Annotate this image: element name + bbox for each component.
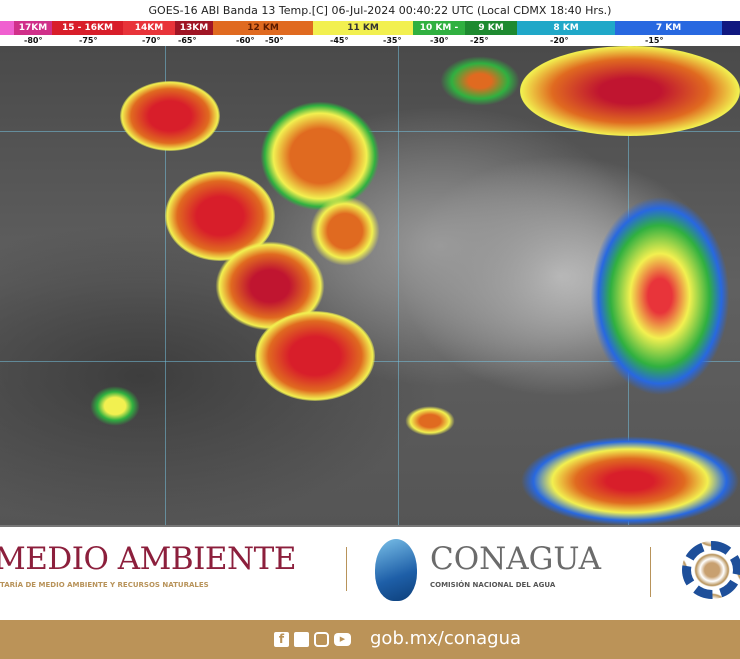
temp-label: -20° <box>550 36 569 45</box>
conagua-emblem-icon <box>375 539 417 601</box>
temp-label: -45° <box>330 36 349 45</box>
instagram-icon[interactable] <box>314 632 329 647</box>
logo-banner: MEDIO AMBIENTE TARÍA DE MEDIO AMBIENTE Y… <box>0 525 740 620</box>
temp-label: -75° <box>79 36 98 45</box>
satellite-image <box>0 46 740 525</box>
youtube-icon[interactable]: ▶ <box>334 633 351 646</box>
temp-label: -50° <box>265 36 284 45</box>
legend-band <box>722 21 740 35</box>
legend-band: 14KM <box>123 21 175 35</box>
legend-band <box>0 21 14 35</box>
legend-band: 8 KM <box>517 21 615 35</box>
footer: f ▶ gob.mx/conagua <box>0 620 740 659</box>
conagua-title: CONAGUA <box>430 541 601 577</box>
legend-band: 11 KM <box>313 21 413 35</box>
legend-band: 9 KM <box>465 21 517 35</box>
semarnat-title: MEDIO AMBIENTE <box>0 541 296 577</box>
conagua-logo: CONAGUA COMISIÓN NACIONAL DEL AGUA <box>430 541 601 589</box>
legend-band: 17KM <box>14 21 52 35</box>
facebook-icon[interactable]: f <box>274 632 289 647</box>
temp-label: -15° <box>645 36 664 45</box>
legend-color-band: 17KM 15 - 16KM 14KM 13KM 12 KM 11 KM 10 … <box>0 21 740 35</box>
divider <box>650 547 651 597</box>
footer-url[interactable]: gob.mx/conagua <box>370 628 522 649</box>
gear-emblem-icon <box>682 541 740 599</box>
legend-band: 12 KM <box>213 21 313 35</box>
legend-temperatures: -80° -75° -70° -65° -60° -50° -45° -35° … <box>0 35 740 46</box>
temp-label: -65° <box>178 36 197 45</box>
semarnat-subtitle: TARÍA DE MEDIO AMBIENTE Y RECURSOS NATUR… <box>0 581 209 589</box>
temp-label: -35° <box>383 36 402 45</box>
temp-label: -70° <box>142 36 161 45</box>
temp-label: -60° <box>236 36 255 45</box>
image-title: GOES-16 ABI Banda 13 Temp.[C] 06-Jul-202… <box>0 0 740 21</box>
twitter-icon[interactable] <box>294 632 309 647</box>
legend-band: 10 KM - <box>413 21 465 35</box>
temp-label: -30° <box>430 36 449 45</box>
semarnat-logo: MEDIO AMBIENTE TARÍA DE MEDIO AMBIENTE Y… <box>0 541 296 589</box>
legend-band: 15 - 16KM <box>52 21 123 35</box>
temp-label: -25° <box>470 36 489 45</box>
temp-label: -80° <box>24 36 43 45</box>
divider <box>346 547 347 591</box>
conagua-subtitle: COMISIÓN NACIONAL DEL AGUA <box>430 581 556 589</box>
legend-band: 13KM <box>175 21 213 35</box>
legend-band: 7 KM <box>615 21 722 35</box>
